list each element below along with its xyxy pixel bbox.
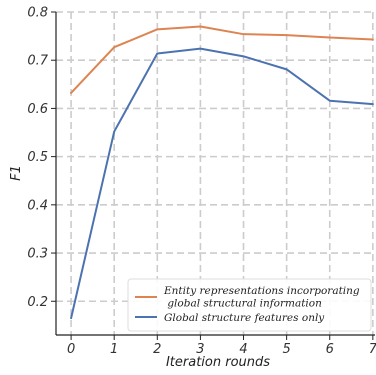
legend-box [127,278,372,332]
y-tick-label: 0.8 [27,6,48,21]
x-tick-label: 5 [282,342,290,357]
x-axis-label: Iteration rounds [166,355,270,370]
x-tick-label: 6 [326,342,334,357]
series-line-1 [70,47,374,320]
axes [55,12,375,336]
x-tick-label: 4 [239,342,247,357]
x-tick-label: 1 [110,342,118,357]
x-tick-label: 2 [153,342,161,357]
y-tick-label: 0.7 [27,54,48,69]
legend: Entity representations incorporating glo… [127,278,372,332]
x-tick-label: 3 [196,342,204,357]
y-tick-label: 0.4 [27,198,48,213]
series-lines [70,25,374,320]
y-tick-label: 0.2 [27,295,48,310]
legend-label-1: Global structure features only [164,312,325,324]
y-axis-label: F1 [9,165,24,181]
y-tick-label: 0.6 [27,102,48,117]
y-tick-label: 0.3 [27,247,48,262]
ticks: 0 1 2 3 4 5 6 7 0.2 0.3 0.4 0.5 0.6 0.7 0.8 [27,6,376,358]
series-line-0 [70,25,374,94]
x-tick-label: 0 [67,342,75,357]
legend-label-0: Entity representations incorporating glo… [163,285,360,310]
y-tick-label: 0.5 [27,150,48,165]
x-tick-label: 7 [369,342,376,357]
